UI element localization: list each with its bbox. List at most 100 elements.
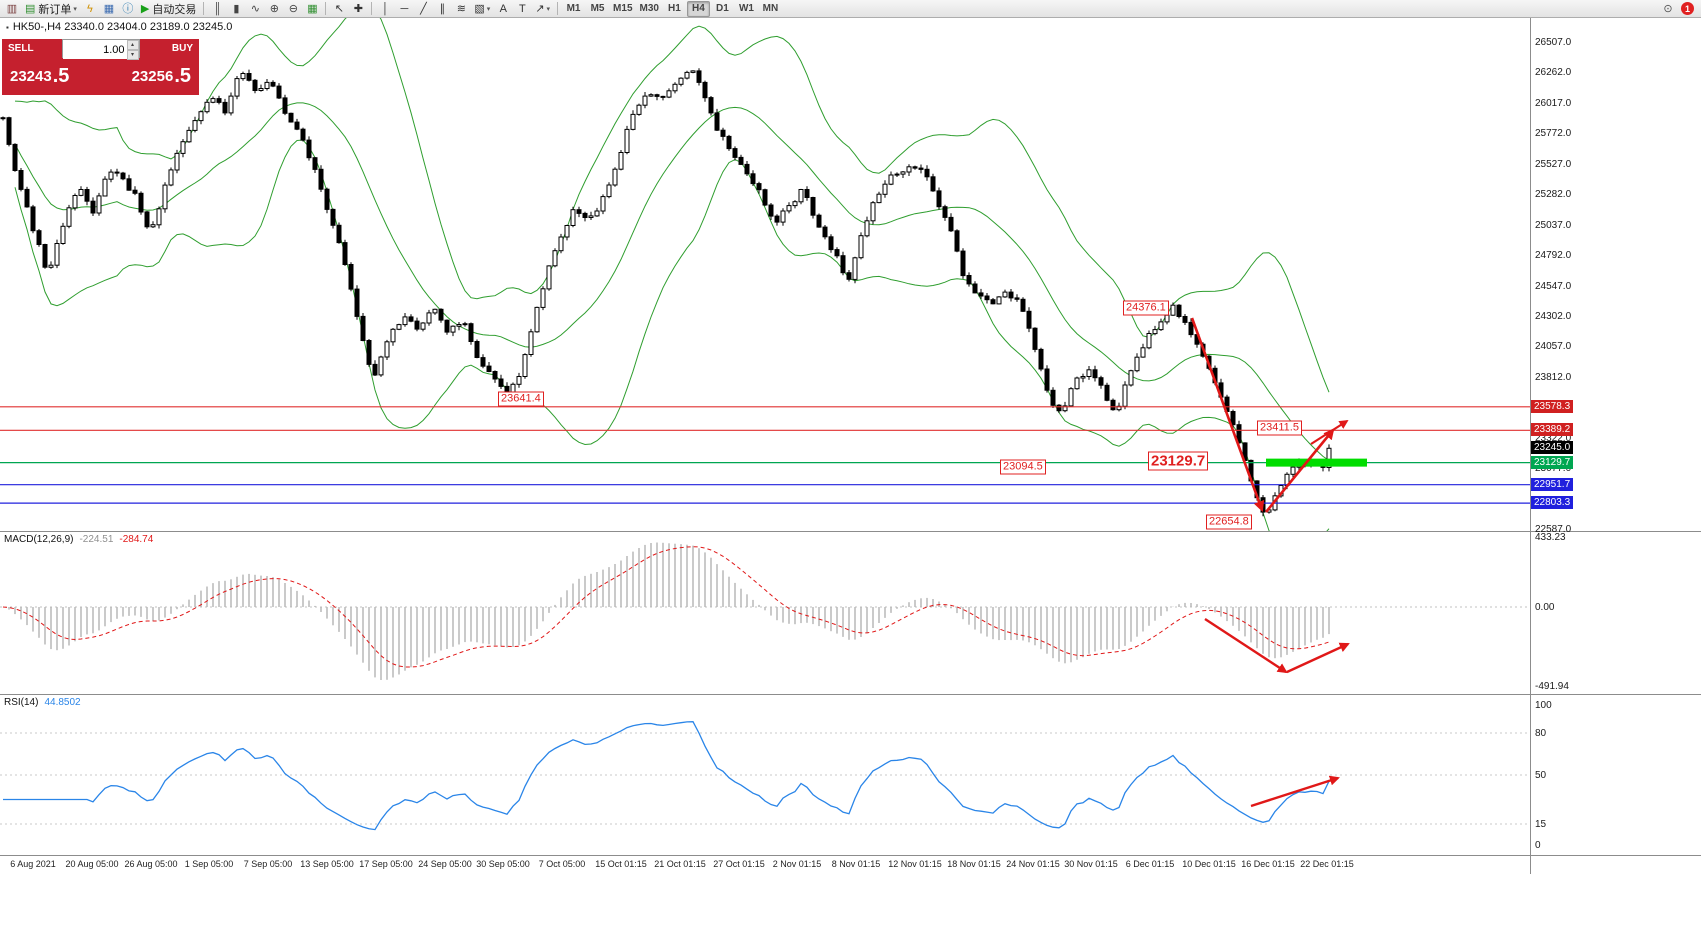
trendline-icon[interactable]: ╱ xyxy=(414,1,432,17)
candle-body xyxy=(312,157,318,170)
autotrade-button[interactable]: ▶ 自动交易 xyxy=(138,1,199,17)
candle-body xyxy=(654,94,660,97)
buy-price-main: 23256 xyxy=(131,68,174,85)
buy-button[interactable]: BUY xyxy=(139,39,199,58)
price-annotation[interactable]: 22654.8 xyxy=(1206,514,1252,530)
candle-body xyxy=(498,378,504,387)
price-annotation[interactable]: 23411.5 xyxy=(1257,420,1302,436)
lightning-icon[interactable]: ϟ xyxy=(81,1,99,17)
candle-body xyxy=(1194,334,1200,345)
volume-up-button[interactable]: ▴ xyxy=(126,40,139,50)
info-icon[interactable]: ⓘ xyxy=(119,1,137,17)
charts-grid-icon[interactable]: ▦ xyxy=(100,1,118,17)
candle-body xyxy=(1242,442,1248,461)
tf-d1[interactable]: D1 xyxy=(716,3,729,14)
candle-body xyxy=(522,354,528,378)
toolbar-separator xyxy=(325,2,327,15)
tf-m5[interactable]: M5 xyxy=(590,3,605,14)
new-order-button[interactable]: ▤ 新订单 ▾ xyxy=(22,1,80,17)
candle-body xyxy=(732,148,738,158)
candle-body xyxy=(744,163,750,175)
sell-price-pips: .5 xyxy=(52,65,70,87)
volume-down-button[interactable]: ▾ xyxy=(126,50,139,60)
candle-body xyxy=(1146,333,1152,349)
vertical-line-icon[interactable]: │ xyxy=(376,1,394,17)
arrows-tool-icon[interactable]: ↗ ▾ xyxy=(532,1,553,17)
chart-icon[interactable]: ▥ xyxy=(3,1,21,17)
tf-w1[interactable]: W1 xyxy=(738,3,754,14)
rsi-axis-label: 15 xyxy=(1535,819,1547,830)
horizontal-line-icon[interactable]: ─ xyxy=(395,1,413,17)
notification-badge[interactable]: 1 xyxy=(1681,2,1694,15)
search-icon[interactable]: ⊙ xyxy=(1659,1,1677,17)
tf-m30[interactable]: M30 xyxy=(639,3,659,14)
macd-indicator-label: MACD(12,26,9) -224.51 -284.74 xyxy=(4,534,153,545)
candle-body xyxy=(960,250,966,277)
price-annotation[interactable]: 23094.5 xyxy=(1000,459,1046,475)
zoom-in-icon[interactable]: ⊕ xyxy=(265,1,283,17)
cursor-icon-glyph: ↖ xyxy=(334,2,344,15)
tf-h4[interactable]: H4 xyxy=(686,0,710,17)
candle-body xyxy=(828,236,834,251)
buy-price-button[interactable]: 23256 .5 xyxy=(100,58,199,95)
price-annotation[interactable]: 23641.4 xyxy=(498,391,544,407)
cursor-icon[interactable]: ↖ xyxy=(330,1,348,17)
candle-body xyxy=(342,242,348,266)
rsi-panel-canvas[interactable] xyxy=(0,695,1530,855)
time-axis-label: 13 Sep 05:00 xyxy=(300,859,354,869)
time-axis[interactable]: 6 Aug 2021 20 Aug 05:00 26 Aug 05:00 1 Sep … xyxy=(0,856,1530,874)
tf-m1[interactable]: M1 xyxy=(566,3,581,14)
candle-body xyxy=(198,111,204,122)
chart-title-text: HK50-,H4 23340.0 23404.0 23189.0 23245.0 xyxy=(12,21,233,33)
macd-panel-canvas[interactable] xyxy=(0,532,1530,694)
volume-input[interactable] xyxy=(62,41,139,59)
fibonacci-icon[interactable]: ≋ xyxy=(452,1,470,17)
candle-body xyxy=(1122,384,1128,407)
text-icon[interactable]: A xyxy=(494,1,512,17)
candle-body xyxy=(132,189,138,194)
price-axis[interactable]: 26507.0 26262.0 26017.0 25772.0 25527.0 25282… xyxy=(1531,0,1701,943)
line-chart-icon-glyph: ∿ xyxy=(250,2,260,15)
autotrade-button-glyph: ▶ xyxy=(140,2,150,15)
shapes-icon[interactable]: ▧ ▾ xyxy=(471,1,493,17)
volume-spinner: ▴ ▾ xyxy=(126,40,139,60)
sell-button[interactable]: SELL xyxy=(2,39,62,58)
channel-icon[interactable]: ∥ xyxy=(433,1,451,17)
bar-chart-icon[interactable]: ║ xyxy=(208,1,226,17)
candle-body xyxy=(576,209,582,214)
candle-body xyxy=(0,117,6,120)
candle-chart-icon[interactable]: ▮ xyxy=(227,1,245,17)
zoom-out-icon-glyph: ⊖ xyxy=(288,2,298,15)
candle-body xyxy=(78,189,84,196)
time-axis-label: 26 Aug 05:00 xyxy=(124,859,178,869)
crosshair-icon[interactable]: ✚ xyxy=(349,1,367,17)
price-axis-tag: 23389.2 xyxy=(1531,423,1574,436)
sell-price-button[interactable]: 23243 .5 xyxy=(2,58,101,95)
main-toolbar: ▥ ▤ 新订单 ▾ ϟ ▦ ⓘ ▶ 自动交易 ║ ▮ ∿ ⊕ ⊖ ▦ ↖ ✚ │ ─ ╱ ∥ ≋ ▧ ▾ A T ↗ ▾ M1 M5 M15… xyxy=(0,0,1701,18)
tf-m15[interactable]: M15 xyxy=(613,3,633,14)
tf-h1[interactable]: H1 xyxy=(668,3,681,14)
price-annotation[interactable]: 24376.1 xyxy=(1123,300,1169,316)
candle-body xyxy=(1218,382,1224,398)
rsi-indicator-label: RSI(14) 44.8502 xyxy=(4,697,81,708)
candle-body xyxy=(180,141,186,154)
time-axis-label: 8 Nov 01:15 xyxy=(831,859,881,869)
panel-separator-rsi[interactable] xyxy=(0,694,1701,695)
tf-mn[interactable]: MN xyxy=(762,3,779,14)
label-icon[interactable]: T xyxy=(513,1,531,17)
panel-separator-macd[interactable] xyxy=(0,531,1701,532)
macd-axis-label: -491.94 xyxy=(1535,681,1569,692)
chart-symbol-icon: ▪ xyxy=(6,22,9,32)
tile-windows-icon[interactable]: ▦ xyxy=(303,1,321,17)
candle-body xyxy=(714,112,720,131)
candle-body xyxy=(738,156,744,165)
zoom-out-icon[interactable]: ⊖ xyxy=(284,1,302,17)
main-chart-canvas[interactable] xyxy=(0,18,1530,531)
price-annotation[interactable]: 23129.7 xyxy=(1148,451,1209,471)
line-chart-icon[interactable]: ∿ xyxy=(246,1,264,17)
candle-body xyxy=(1254,480,1260,499)
candle-body xyxy=(36,230,42,245)
macd-axis-label: 433.23 xyxy=(1535,532,1566,543)
candle-body xyxy=(798,189,804,203)
